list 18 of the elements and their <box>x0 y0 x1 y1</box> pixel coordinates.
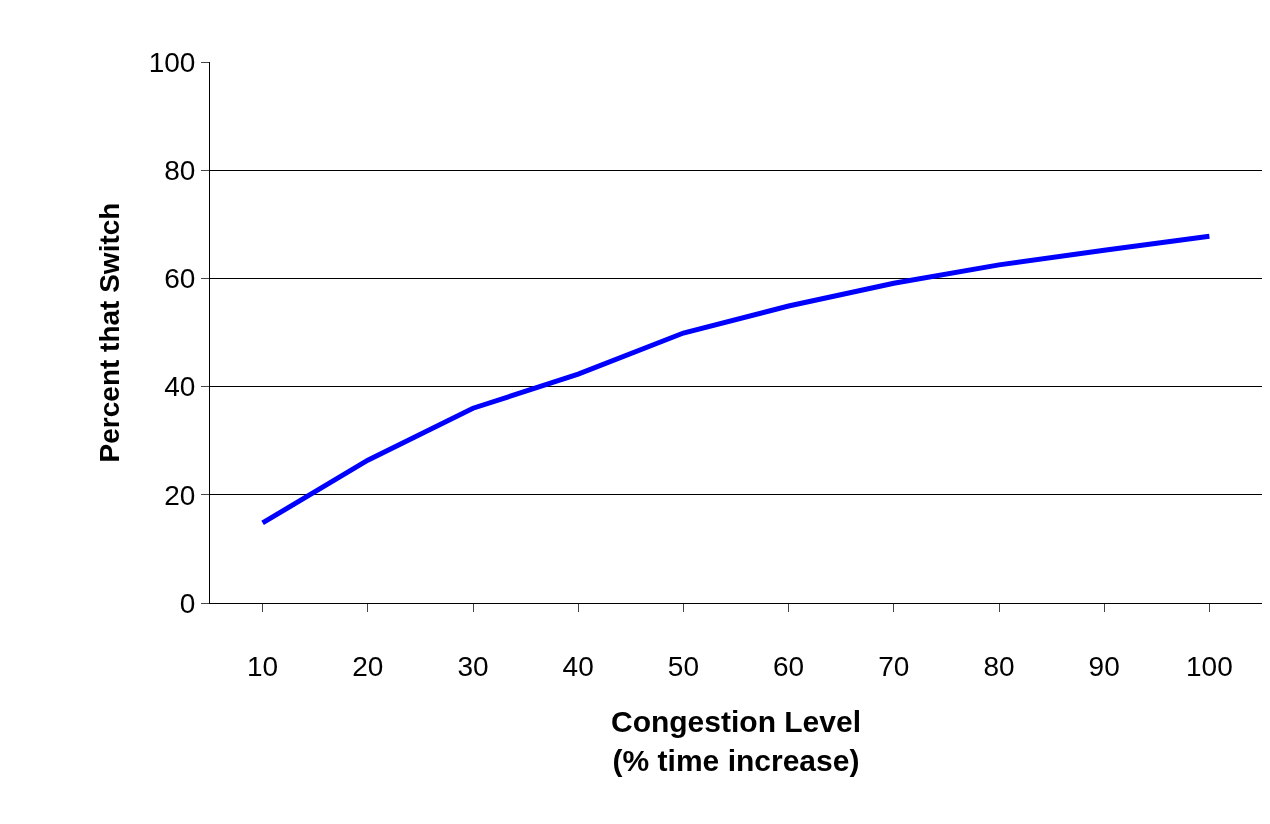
x-tick-label: 30 <box>457 650 489 682</box>
x-tick-label: 70 <box>878 650 910 682</box>
x-tick-label: 100 <box>1186 650 1233 682</box>
y-tick-label: 40 <box>164 371 196 403</box>
y-axis-title: Percent that Switch <box>94 202 126 463</box>
x-tick-label: 50 <box>667 650 699 682</box>
x-tick-label: 60 <box>773 650 805 682</box>
x-tick-label: 10 <box>247 650 279 682</box>
y-tick-label: 20 <box>164 479 196 511</box>
y-tick-label: 0 <box>179 587 196 619</box>
y-tick-label: 60 <box>164 263 196 295</box>
x-tick-label: 40 <box>562 650 594 682</box>
x-tick-label: 20 <box>352 650 384 682</box>
x-axis-title: Congestion Level (% time increase) <box>610 705 862 778</box>
x-tick-label: 80 <box>983 650 1015 682</box>
x-tick-label: 90 <box>1088 650 1120 682</box>
y-tick-label: 80 <box>164 155 196 186</box>
y-tick-label: 100 <box>148 46 196 78</box>
